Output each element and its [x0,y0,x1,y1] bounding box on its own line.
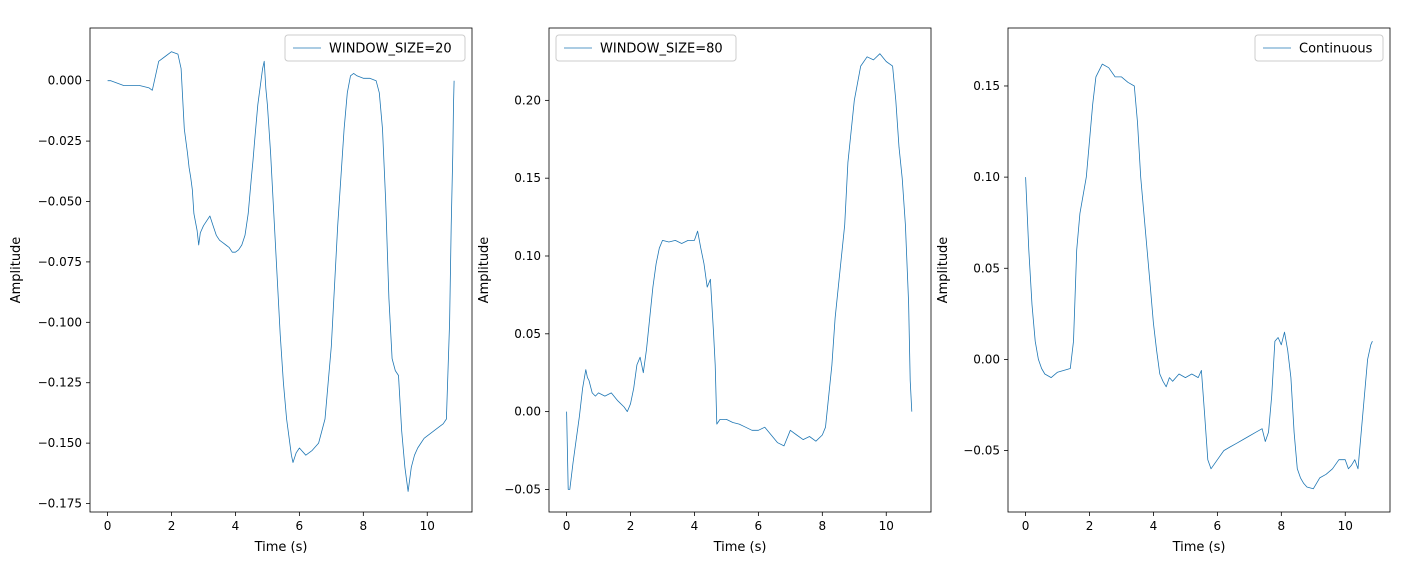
x-tick-label: 4 [232,519,240,533]
legend-box [284,34,466,62]
y-tick-label: 0.15 [973,79,1000,93]
x-tick-label: 6 [755,519,763,533]
y-tick-label: 0.10 [973,170,1000,184]
y-tick-label: 0.00 [973,352,1000,366]
x-tick-label: 10 [879,519,894,533]
x-tick-label: 0 [104,519,112,533]
y-tick-label: −0.05 [504,482,541,496]
y-tick-label: 0.15 [514,171,541,185]
y-tick-label: 0.000 [48,74,82,88]
series-line [107,51,455,492]
y-axis-label: Amplitude [477,237,492,304]
legend-label: WINDOW_SIZE=80 [600,42,723,57]
legend: WINDOW_SIZE=20 [284,34,466,62]
y-axis-label: Amplitude [9,237,24,304]
x-axis-label: Time (s) [713,540,767,555]
x-tick-label: 8 [1277,519,1285,533]
y-tick-label: −0.100 [38,315,82,329]
legend-box [555,34,737,62]
x-tick-label: 4 [691,519,699,533]
legend-label: Continuous [1299,42,1373,57]
y-axis-label: Amplitude [936,237,951,304]
x-tick-label: 10 [420,519,435,533]
x-axis-label: Time (s) [1172,540,1226,555]
x-tick-label: 6 [1214,519,1222,533]
x-tick-label: 2 [1086,519,1094,533]
x-tick-label: 2 [168,519,176,533]
legend-box [1254,34,1384,62]
y-tick-label: −0.075 [38,255,82,269]
y-tick-label: 0.00 [514,405,541,419]
x-tick-label: 4 [1150,519,1158,533]
x-tick-label: 6 [296,519,304,533]
axes-frame [89,27,473,513]
y-tick-label: 0.05 [973,261,1000,275]
x-tick-label: 10 [1338,519,1353,533]
chart-panel-2: 0 2 4 6 8 10 −0.05 0.00 0.05 0.10 0.15 0.20 Time (s)… [477,27,932,555]
legend: WINDOW_SIZE=80 [555,34,737,62]
legend-label: WINDOW_SIZE=20 [329,42,452,57]
y-tick-label: −0.050 [38,194,82,208]
y-tick-label: 0.05 [514,327,541,341]
x-tick-label: 0 [563,519,571,533]
y-tick-label: −0.125 [38,376,82,390]
y-tick-label: −0.175 [38,497,82,511]
chart-panel-1: 0 2 4 6 8 10 0.000 −0.025 −0.050 −0.075 −0.100 −0.1… [9,27,473,555]
chart-panel-3: 0 2 4 6 8 10 −0.05 0.00 0.05 0.10 0.15 Time (s) Ampl… [936,27,1391,555]
y-tick-label: −0.05 [963,444,1000,458]
x-axis-label: Time (s) [254,540,308,555]
x-tick-label: 0 [1022,519,1030,533]
series-line [566,53,913,490]
x-tick-label: 8 [818,519,826,533]
y-tick-label: −0.150 [38,436,82,450]
axes-frame [1007,27,1391,513]
y-tick-label: 0.10 [514,249,541,263]
series-line [1025,63,1373,490]
x-tick-label: 8 [359,519,367,533]
legend: Continuous [1254,34,1384,62]
y-tick-label: 0.20 [514,93,541,107]
axes-frame [548,27,932,513]
x-tick-label: 2 [627,519,635,533]
y-tick-label: −0.025 [38,134,82,148]
